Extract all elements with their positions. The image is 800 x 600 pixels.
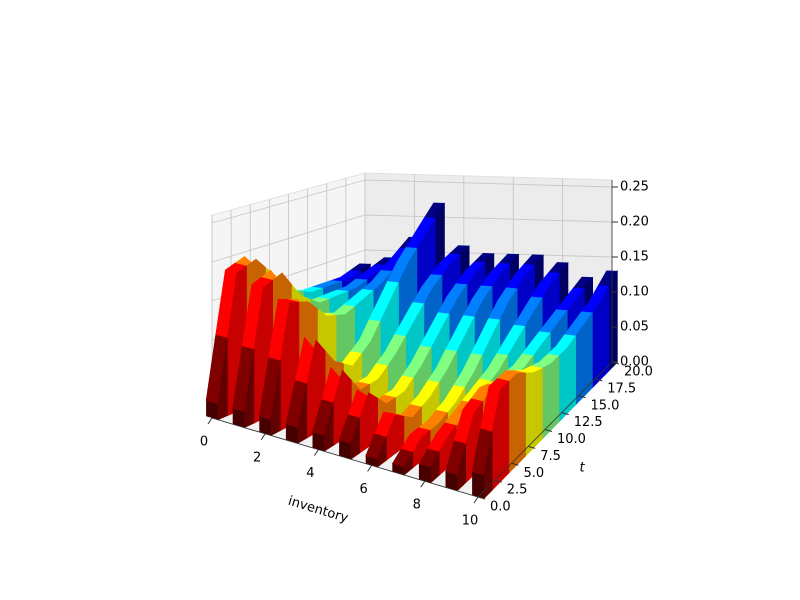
segment-cap <box>312 432 325 452</box>
x-tick-label: 2 <box>253 450 261 465</box>
x-axis-label: inventory <box>286 494 350 527</box>
y-tick <box>477 496 486 500</box>
y-tick <box>511 462 519 466</box>
surface-segment <box>232 345 255 429</box>
x-tick <box>367 465 373 472</box>
segment-side <box>525 367 543 457</box>
surface-segment <box>496 370 526 474</box>
y-tick <box>595 378 603 382</box>
z-tick-label: 0.25 <box>620 180 649 195</box>
segment-cap <box>259 416 272 436</box>
x-tick <box>420 480 426 488</box>
segment-cap <box>445 471 458 491</box>
y-tick-label: 20.0 <box>624 365 653 380</box>
z-tick-label: 0.00 <box>620 355 649 370</box>
surface-segment <box>471 428 493 500</box>
segment-cap <box>418 463 431 483</box>
segment-cap <box>206 400 218 420</box>
surface-segment <box>564 311 593 406</box>
segment-side <box>608 270 618 372</box>
axis-line <box>211 417 479 498</box>
x-tick <box>313 449 319 456</box>
grid-line <box>211 179 366 224</box>
segment-side <box>508 372 526 474</box>
surface-segment <box>374 411 405 462</box>
y-tick-label: 10.0 <box>557 432 586 447</box>
surface-segment <box>338 414 361 460</box>
z-tick-label: 0.20 <box>620 215 649 230</box>
y-tick-label: 2.5 <box>507 483 528 498</box>
x-tick <box>473 496 479 504</box>
grid-line <box>211 214 366 263</box>
surface-segment <box>597 270 618 372</box>
x-tick <box>260 433 266 441</box>
y-tick-label: 15.0 <box>591 398 620 413</box>
grid-line <box>364 214 613 223</box>
surface-segment <box>391 448 414 476</box>
segment-cap <box>339 440 351 460</box>
y-tick-label: 17.5 <box>607 381 636 396</box>
y-tick <box>561 412 569 416</box>
y-tick-label: 0.0 <box>490 500 511 515</box>
x-tick <box>207 417 213 425</box>
y-tick-label: 12.5 <box>574 415 603 430</box>
segment-cap <box>285 424 298 444</box>
x-tick-label: 0 <box>200 435 208 450</box>
surface-segment <box>285 380 308 444</box>
y-axis-label: t <box>579 461 585 476</box>
y-tick-label: 7.5 <box>540 449 561 464</box>
surface-segment <box>205 334 228 421</box>
y-tick <box>578 395 586 399</box>
surface <box>205 202 618 500</box>
labels: 02468100.02.55.07.510.012.515.017.520.00… <box>200 180 653 529</box>
x-tick-label: 10 <box>462 514 479 529</box>
surface-segment <box>258 357 281 436</box>
surface-segment <box>547 334 577 423</box>
surface-segment <box>312 399 334 452</box>
y-tick-label: 5.0 <box>524 466 545 481</box>
segment-cap <box>472 471 484 499</box>
z-tick-label: 0.15 <box>620 250 649 265</box>
x-tick-label: 6 <box>359 482 367 497</box>
y-tick <box>544 429 553 432</box>
surface-segment <box>418 448 440 484</box>
y-tick <box>494 479 502 483</box>
grid-line <box>364 179 613 188</box>
z-tick-label: 0.05 <box>620 320 649 335</box>
surface-segment <box>445 440 467 492</box>
z-tick-label: 0.10 <box>620 285 649 300</box>
y-tick <box>528 445 536 449</box>
segment-cap <box>232 408 245 428</box>
surface-segment <box>514 365 544 457</box>
axis-line <box>477 361 613 498</box>
segment-side <box>541 355 560 440</box>
x-tick-label: 4 <box>306 466 314 481</box>
x-tick-label: 8 <box>413 498 421 513</box>
